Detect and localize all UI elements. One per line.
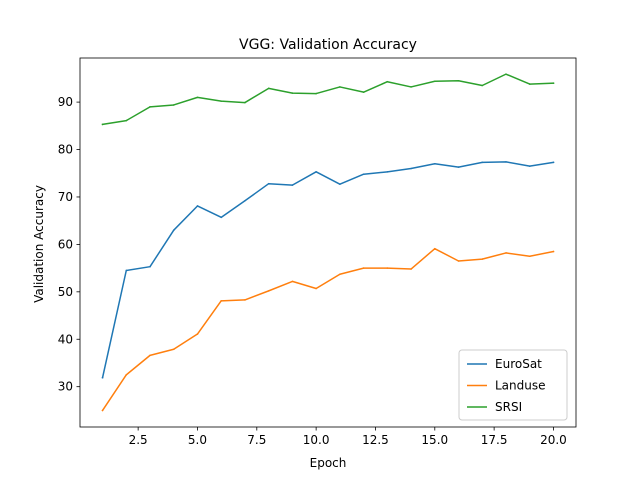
data-point-landuse	[220, 300, 223, 302]
data-point-eurosat	[433, 162, 436, 165]
series-line-eurosat	[101, 161, 555, 379]
data-point-eurosat	[244, 199, 246, 202]
data-point-eurosat	[196, 205, 199, 207]
data-point-landuse	[410, 268, 412, 270]
y-tick-label: 90	[58, 95, 73, 109]
x-tick-label: 17.5	[481, 433, 508, 447]
data-point-landuse	[291, 280, 294, 283]
data-point-eurosat	[386, 171, 389, 173]
x-tick-label: 10.0	[303, 433, 330, 447]
legend: EuroSat Landuse SRSI	[458, 349, 568, 421]
x-tick-label: 5.0	[188, 433, 207, 447]
data-point-eurosat	[481, 161, 484, 164]
data-point-srsi	[362, 91, 365, 93]
legend-label-landuse: Landuse	[495, 379, 546, 393]
y-tick-label: 80	[58, 143, 73, 157]
data-point-landuse	[172, 348, 175, 351]
data-point-landuse	[244, 299, 246, 301]
x-tick-label: 7.5	[247, 433, 266, 447]
y-axis-title: Validation Accuracy	[32, 185, 46, 303]
x-tick-label: 12.5	[362, 433, 389, 447]
data-point-srsi	[125, 119, 128, 122]
data-point-landuse	[196, 333, 199, 335]
data-point-eurosat	[410, 167, 412, 170]
data-point-landuse	[433, 247, 436, 250]
legend-label-eurosat: EuroSat	[495, 357, 542, 371]
data-point-landuse	[101, 409, 104, 412]
data-point-landuse	[315, 287, 317, 290]
data-point-eurosat	[528, 165, 531, 167]
data-point-landuse	[457, 260, 460, 262]
data-point-eurosat	[172, 229, 175, 231]
y-tick-label: 70	[58, 190, 73, 204]
y-tick-label: 50	[58, 285, 73, 299]
data-point-srsi	[149, 106, 151, 108]
legend-box	[458, 349, 568, 421]
data-point-srsi	[244, 101, 246, 104]
x-tick-label: 15.0	[421, 433, 448, 447]
chart-title: VGG: Validation Accuracy	[239, 37, 417, 53]
data-point-eurosat	[505, 161, 507, 163]
data-point-srsi	[101, 123, 104, 126]
axes-frame	[79, 57, 577, 428]
series-line-landuse	[101, 247, 555, 412]
data-point-landuse	[481, 258, 484, 260]
data-point-srsi	[528, 83, 531, 85]
data-point-landuse	[339, 273, 341, 276]
data-point-eurosat	[101, 376, 104, 379]
x-tick-label: 20.0	[540, 433, 567, 447]
data-point-landuse	[267, 290, 270, 292]
data-point-eurosat	[125, 269, 128, 272]
data-point-srsi	[339, 86, 341, 88]
data-point-srsi	[552, 82, 555, 84]
data-point-landuse	[149, 354, 151, 357]
data-point-srsi	[505, 73, 507, 75]
y-tick-label: 40	[58, 332, 73, 346]
data-point-landuse	[386, 267, 389, 269]
x-axis-title: Epoch	[310, 456, 347, 470]
data-point-landuse	[362, 267, 365, 269]
data-point-eurosat	[552, 161, 555, 164]
data-point-srsi	[291, 92, 294, 94]
data-point-eurosat	[457, 166, 460, 168]
data-point-srsi	[386, 80, 389, 83]
data-point-eurosat	[149, 265, 151, 268]
data-point-eurosat	[220, 216, 223, 219]
data-point-eurosat	[362, 173, 365, 176]
data-point-srsi	[315, 92, 317, 95]
x-tick-label: 2.5	[129, 433, 148, 447]
data-point-srsi	[196, 96, 199, 99]
data-point-eurosat	[339, 183, 341, 185]
data-point-srsi	[267, 87, 270, 90]
data-point-eurosat	[267, 182, 270, 185]
data-point-landuse	[125, 374, 128, 376]
data-point-srsi	[433, 80, 436, 83]
y-tick-label: 60	[58, 237, 73, 251]
data-point-srsi	[220, 100, 223, 102]
series-line-srsi	[101, 73, 555, 126]
data-point-landuse	[505, 252, 507, 254]
data-point-landuse	[552, 250, 555, 253]
y-tick-label: 30	[58, 380, 73, 394]
data-point-landuse	[528, 255, 531, 258]
data-point-srsi	[457, 79, 460, 82]
legend-label-srsi: SRSI	[495, 400, 522, 414]
plot-area: 2.5 5.0 7.5 10.0 12.5 15.0 17.5 20.0 30 40 50 60 70 8…	[58, 57, 577, 447]
data-point-srsi	[481, 84, 484, 87]
data-point-eurosat	[291, 184, 294, 186]
data-point-eurosat	[315, 171, 317, 173]
data-point-srsi	[410, 86, 412, 88]
data-point-srsi	[172, 104, 175, 106]
